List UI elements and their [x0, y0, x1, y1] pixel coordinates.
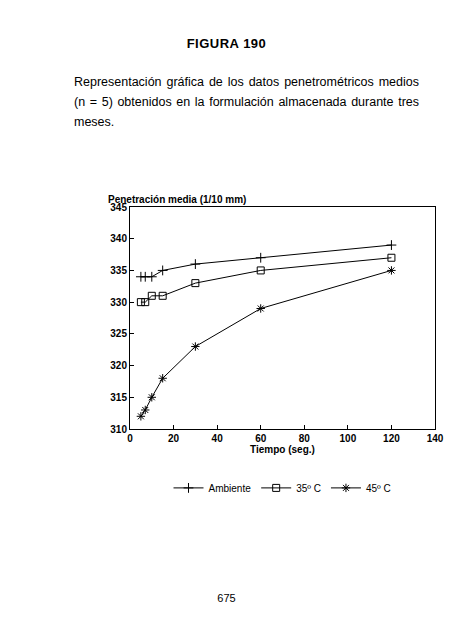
html-text:Representación gráfica de los: Representación gráfica de los datos pene…	[74, 75, 419, 129]
svg-text:120: 120	[383, 433, 400, 444]
svg-text:315: 315	[110, 392, 127, 403]
svg-text:40: 40	[212, 433, 224, 444]
svg-text:100: 100	[340, 433, 357, 444]
svg-text:60: 60	[255, 433, 267, 444]
svg-text:80: 80	[299, 433, 311, 444]
svg-text:325: 325	[110, 328, 127, 339]
svg-text:45º C: 45º C	[366, 483, 391, 494]
svg-text:Penetración media (1/10 mm): Penetración media (1/10 mm)	[108, 194, 246, 205]
html-text:FIGURA 190: FIGURA 190	[186, 36, 267, 51]
svg-text:20: 20	[168, 433, 180, 444]
svg-text:Ambiente: Ambiente	[209, 483, 252, 494]
html-text:675: 675	[217, 592, 236, 604]
svg-text:310: 310	[110, 424, 127, 435]
svg-text:330: 330	[110, 297, 127, 308]
svg-text:340: 340	[110, 233, 127, 244]
svg-text:345: 345	[110, 202, 127, 213]
svg-text:320: 320	[110, 360, 127, 371]
svg-text:335: 335	[110, 265, 127, 276]
svg-text:Tiempo (seg.): Tiempo (seg.)	[250, 444, 315, 455]
svg-text:140: 140	[427, 433, 444, 444]
svg-text:35º C: 35º C	[296, 483, 321, 494]
svg-text:0: 0	[127, 433, 133, 444]
